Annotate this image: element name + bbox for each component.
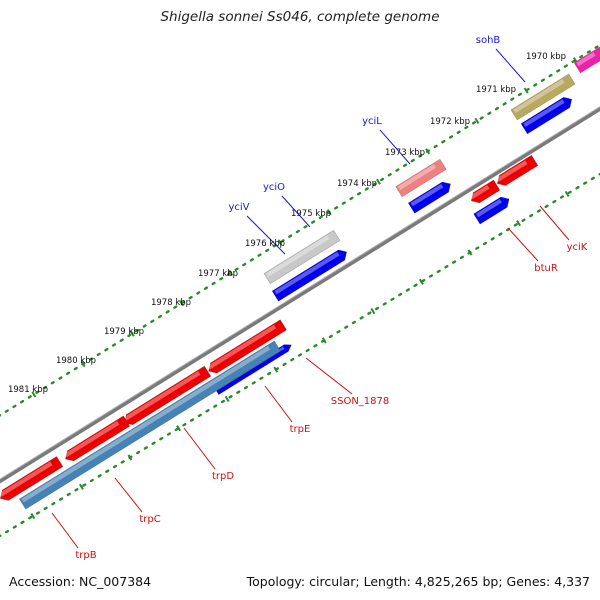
yciO-connector xyxy=(281,195,311,228)
gene-labels: sohB yciL yciO yciV yciK btuR SSON_1878 trpE trp… xyxy=(75,35,587,561)
kbp-label: 1977 kbp xyxy=(198,269,238,279)
trpC-label[interactable]: trpC xyxy=(139,514,160,525)
kbp-label: 1975 kbp xyxy=(291,209,331,219)
tick-mark xyxy=(228,269,234,276)
tick-mark xyxy=(326,209,332,216)
outer-scale-line xyxy=(0,43,600,417)
tick-mark xyxy=(376,178,381,185)
sohB-feature[interactable] xyxy=(510,73,576,121)
tick-mark xyxy=(516,220,521,227)
trpC-cds[interactable] xyxy=(62,415,131,464)
label-connectors xyxy=(51,48,570,549)
kbp-label: 1979 kbp xyxy=(104,327,144,337)
tick-mark xyxy=(277,239,283,246)
kbp-label: 1971 kbp xyxy=(476,85,516,95)
tick-mark xyxy=(370,307,376,315)
SSON_1878-label[interactable]: SSON_1878 xyxy=(331,396,390,407)
tick-mark xyxy=(523,87,529,94)
trpE-label[interactable]: trpE xyxy=(290,424,311,435)
tick-mark xyxy=(564,190,570,198)
tick-mark xyxy=(30,512,36,520)
feature-track xyxy=(0,46,600,510)
yciL-cds[interactable] xyxy=(407,179,453,214)
kbp-label: 1972 kbp xyxy=(430,117,470,127)
kbp-label: 1970 kbp xyxy=(526,52,566,62)
yciO-label[interactable]: yciO xyxy=(263,182,285,193)
sohB-cds[interactable] xyxy=(520,94,575,135)
tick-mark xyxy=(127,454,133,461)
map-title: Shigella sonnei Ss046, complete genome xyxy=(160,9,440,25)
trpB-label[interactable]: trpB xyxy=(75,550,96,561)
genome-backbone xyxy=(0,106,600,484)
yciO-yciV-feature[interactable] xyxy=(263,229,341,285)
trpE-connector xyxy=(264,385,293,423)
yciL-label[interactable]: yciL xyxy=(362,116,382,127)
tick-mark xyxy=(79,483,84,490)
tick-mark xyxy=(321,337,327,344)
yciV-label[interactable]: yciV xyxy=(228,202,249,213)
sohB-label[interactable]: sohB xyxy=(476,35,501,46)
btuR-label[interactable]: btuR xyxy=(534,263,558,274)
yciK-connector xyxy=(539,205,570,241)
trpD-connector xyxy=(183,427,216,470)
yciK-label[interactable]: yciK xyxy=(567,242,588,253)
yciL-connector xyxy=(379,129,411,165)
tick-mark xyxy=(80,360,86,368)
trpB-cds[interactable] xyxy=(0,456,64,503)
kbp-label: 1978 kbp xyxy=(151,298,191,308)
trp-operon-region[interactable] xyxy=(18,340,282,510)
yciL-feature[interactable] xyxy=(395,158,447,198)
btuR-connector xyxy=(507,227,539,262)
sohB-connector xyxy=(495,48,526,83)
tick-mark xyxy=(273,366,279,373)
tick-mark xyxy=(467,249,473,256)
tick-mark xyxy=(224,395,230,403)
btuR-region-cds[interactable] xyxy=(468,179,501,206)
tick-mark xyxy=(31,391,37,398)
kbp-label: 1973 kbp xyxy=(385,148,425,158)
kbp-label: 1981 kbp xyxy=(8,385,48,395)
SSON_1878-cds[interactable] xyxy=(205,319,287,377)
tick-mark xyxy=(474,117,480,125)
tick-mark xyxy=(419,278,424,285)
kbp-label: 1976 kbp xyxy=(245,239,285,249)
yciK-cds[interactable] xyxy=(494,154,539,188)
tick-marks xyxy=(30,57,578,520)
trpD-label[interactable]: trpD xyxy=(212,471,234,482)
trpB-connector xyxy=(51,512,79,549)
tick-mark xyxy=(425,148,431,155)
btuR-cds[interactable] xyxy=(473,194,513,225)
SSON_1878-connector xyxy=(305,357,353,395)
yciV-cds[interactable] xyxy=(271,247,350,302)
kbp-labels: 1970 kbp 1971 kbp 1972 kbp 1973 kbp 1974 kbp… xyxy=(8,52,566,395)
tick-mark xyxy=(179,300,184,307)
yciV-connector xyxy=(246,215,286,255)
trpC-connector xyxy=(114,477,143,513)
tick-mark xyxy=(176,425,181,432)
kbp-label: 1974 kbp xyxy=(337,179,377,189)
inner-scale-line xyxy=(0,172,600,538)
magenta-feature[interactable] xyxy=(573,46,600,74)
accession-text: Accession: NC_007384 xyxy=(9,574,152,589)
genome-summary-text: Topology: circular; Length: 4,825,265 bp… xyxy=(246,574,590,589)
tick-mark xyxy=(129,330,135,337)
kbp-label: 1980 kbp xyxy=(56,356,96,366)
